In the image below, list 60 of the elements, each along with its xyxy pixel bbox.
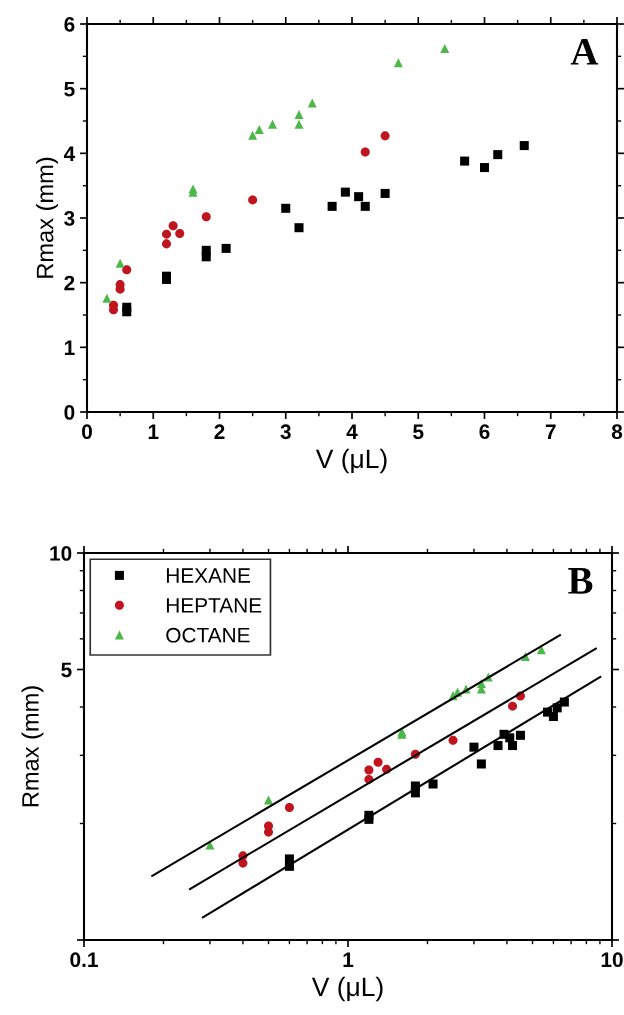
legend-label: HEXANE (166, 568, 251, 583)
y-tick-label: 10 (50, 546, 72, 561)
point (327, 201, 337, 211)
y-tick-label: 4 (63, 146, 76, 161)
x-tick-label: 10 (601, 952, 623, 968)
point (122, 265, 132, 275)
point (360, 147, 370, 157)
x-tick-label: 3 (280, 424, 291, 440)
point (168, 221, 178, 231)
point (201, 245, 211, 255)
point (294, 119, 304, 129)
point (221, 243, 231, 253)
point (281, 203, 291, 213)
point (294, 223, 304, 233)
x-tick-label: 6 (479, 424, 490, 440)
point (493, 150, 503, 160)
x-tick-label: 8 (611, 424, 623, 440)
x-tick-label: 5 (413, 424, 424, 440)
x-tick-label: 1 (148, 424, 159, 439)
point (122, 302, 132, 312)
point (519, 141, 529, 151)
y-tick-label: 5 (61, 662, 72, 678)
y-tick-label: 5 (64, 81, 75, 97)
point (248, 195, 258, 205)
point (380, 131, 390, 141)
point (115, 258, 125, 268)
point (248, 130, 258, 140)
legend-label: OCTANE (166, 627, 250, 643)
y-tick-label: 3 (64, 211, 75, 226)
point (340, 187, 350, 197)
point (360, 201, 370, 211)
point (254, 124, 264, 134)
point (380, 188, 390, 198)
x-tick-label: 0 (82, 424, 92, 440)
y-tick-label: 0 (64, 405, 75, 420)
y-tick-label: 6 (64, 17, 75, 32)
point (294, 110, 304, 120)
x-tick-label: 0.1 (70, 952, 98, 968)
x-tick-label: 4 (346, 424, 358, 439)
annotation: B (568, 568, 593, 594)
legend-label: HEPTANE (166, 598, 262, 613)
y-tick-label: 1 (64, 340, 75, 355)
x-tick-label: 1 (343, 952, 354, 967)
x-tick-label: 7 (545, 424, 556, 439)
point (161, 239, 172, 249)
y-axis-title: Rmax (mm) (36, 157, 59, 278)
point (161, 229, 172, 239)
y-tick-label: 2 (64, 275, 75, 291)
x-axis-title: V (μL) (315, 448, 387, 474)
x-axis-title: V (μL) (311, 976, 383, 1002)
point (479, 163, 490, 173)
point (354, 192, 364, 202)
x-tick-label: 2 (214, 424, 225, 439)
point (175, 229, 185, 239)
point (102, 293, 112, 303)
annotation: A (570, 38, 599, 65)
point (460, 156, 470, 166)
point (267, 119, 278, 129)
y-axis-title: Rmax (mm) (21, 686, 44, 807)
point (201, 212, 211, 222)
